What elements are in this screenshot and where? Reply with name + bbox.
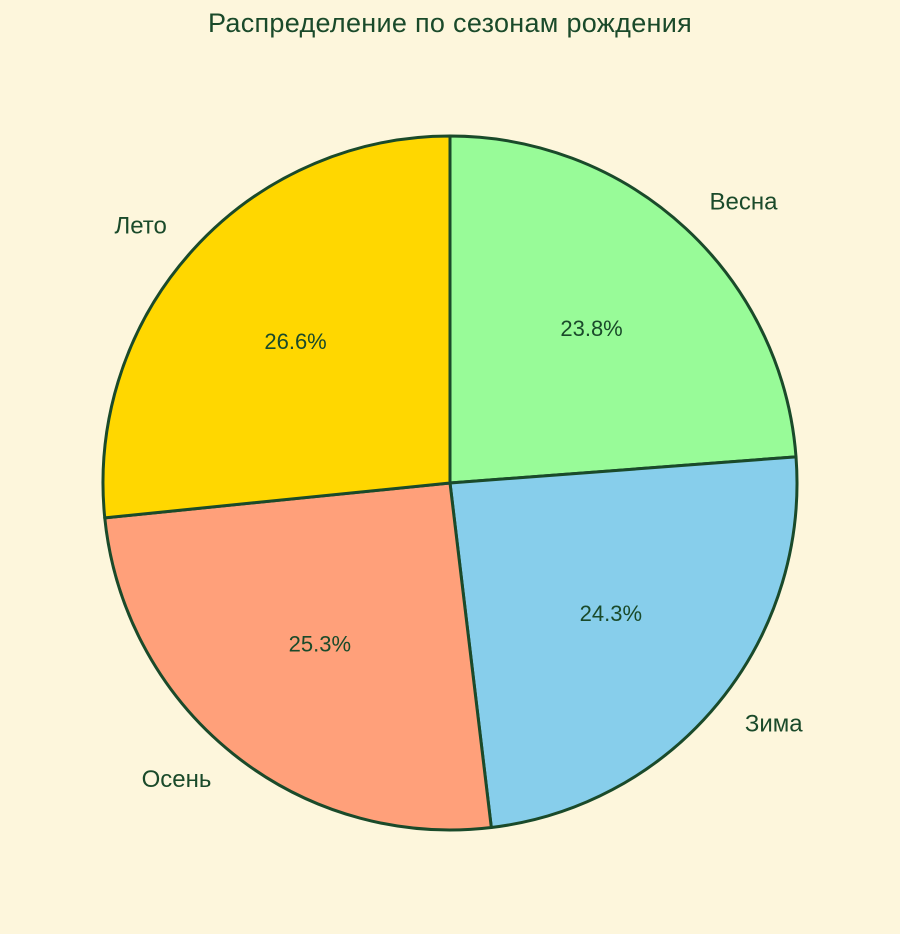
slices-layer [101, 134, 799, 832]
slice-3 [103, 481, 493, 832]
slice-4-percent-label: 26.6% [264, 329, 326, 354]
slice-1-percent-label: 23.8% [560, 316, 622, 341]
slice-1 [448, 134, 798, 485]
slice-4 [101, 134, 452, 520]
slice-2 [448, 455, 799, 830]
slice-4-category-label: Лето [115, 212, 167, 239]
slice-1-category-label: Весна [710, 188, 779, 215]
labels-layer: Весна 23.8% Зима 24.3% Осень 25.3% Лето 26.6% [115, 188, 804, 793]
slice-2-category-label: Зима [745, 711, 803, 738]
slice-3-percent-label: 25.3% [289, 631, 351, 656]
slice-2-percent-label: 24.3% [580, 601, 642, 626]
slice-3-category-label: Осень [142, 766, 212, 793]
chart-title: Распределение по сезонам рождения [207, 8, 693, 38]
